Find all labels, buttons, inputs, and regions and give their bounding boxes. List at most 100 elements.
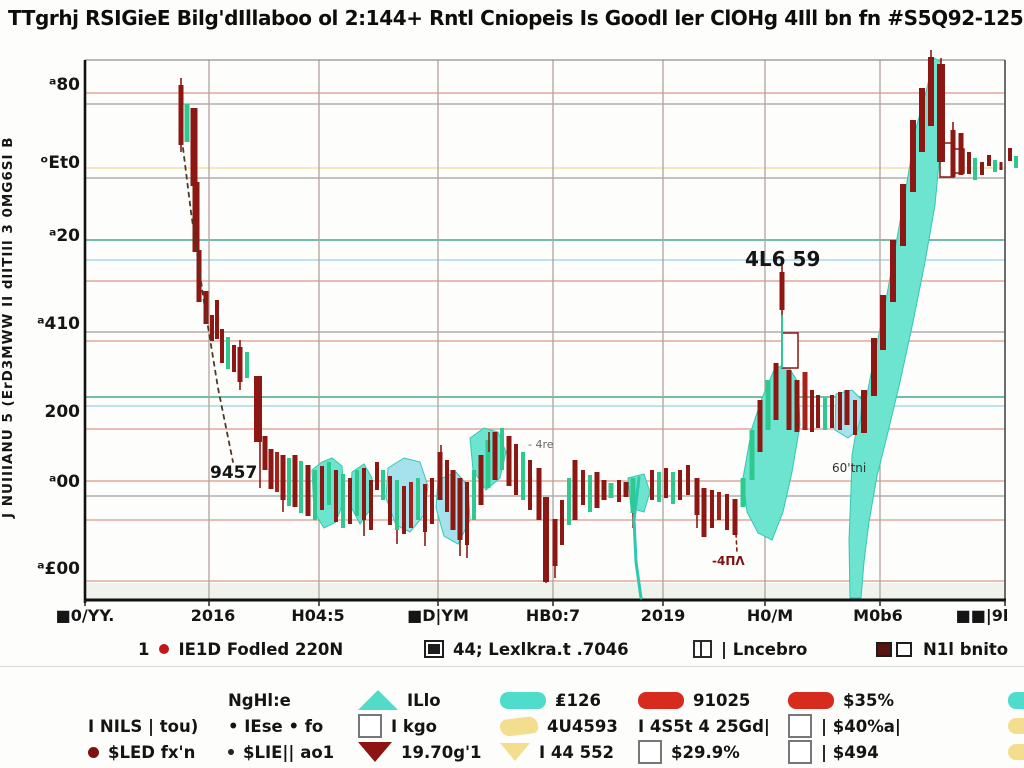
candle <box>457 478 463 540</box>
legend-cell-label: 91025 <box>693 690 751 710</box>
swatch-cyan-icon <box>500 691 546 709</box>
candle <box>900 184 906 246</box>
candle <box>327 462 331 505</box>
candle <box>786 370 792 430</box>
candle <box>910 120 916 192</box>
candle <box>536 468 542 520</box>
legend-cell-label: I NILS | tou) <box>88 716 199 736</box>
legend-cell: $LED fx'n <box>88 740 195 764</box>
sq-outline-icon <box>358 714 382 738</box>
legend-cell-label: $29.9% <box>671 742 740 762</box>
candle <box>210 315 214 341</box>
legend-cell: 19.70g'1 <box>358 740 482 764</box>
candle <box>334 470 338 522</box>
bottom-strip <box>85 583 1005 600</box>
candle <box>506 436 512 486</box>
candle <box>678 470 682 500</box>
candle <box>671 472 675 504</box>
cyan-area <box>385 457 429 533</box>
candle <box>528 460 532 510</box>
y-tick-label: ᵃ80 <box>48 75 80 95</box>
candle <box>220 329 224 363</box>
x-tick-label: 2019 <box>640 606 686 625</box>
candle <box>853 400 857 435</box>
candle <box>861 390 867 433</box>
chart-annotation: 4L6 59 <box>745 247 820 271</box>
grid-double-icon <box>876 641 914 657</box>
candle <box>950 130 956 177</box>
legend-cell: $35% <box>788 688 894 712</box>
candle <box>388 476 392 525</box>
candle <box>465 482 469 545</box>
tri-down-maroon-icon <box>358 742 392 762</box>
candle <box>958 133 964 175</box>
legend-cell: I NILS | tou) <box>88 714 198 738</box>
candle <box>416 478 420 520</box>
chart-annotation: -4ΠΛ <box>712 554 745 568</box>
candle <box>816 395 820 428</box>
candle <box>521 452 525 500</box>
candle <box>725 494 729 530</box>
candle <box>650 470 654 500</box>
candle <box>594 472 600 508</box>
candle <box>215 300 219 339</box>
cyan-area <box>742 362 801 541</box>
candle <box>623 482 629 497</box>
legend-cell: | $494 <box>788 740 879 764</box>
tri-up-cyan-icon <box>358 690 398 710</box>
legend-row-item: | Lncebro <box>693 636 807 662</box>
candle <box>928 57 934 126</box>
candle <box>967 152 971 174</box>
candle <box>254 376 262 442</box>
x-tick-label: M0b6 <box>853 606 903 625</box>
legend-cell: NgHl:e <box>228 688 291 712</box>
y-tick-label: ᵃ410 <box>36 314 80 334</box>
blob-yellow-icon <box>499 715 539 737</box>
candle <box>305 465 311 516</box>
candle <box>437 452 443 500</box>
y-tick-label: ᵒEt0 <box>40 153 80 173</box>
candle <box>232 345 236 372</box>
legend-cell <box>1008 740 1024 764</box>
dot-darkred-icon <box>88 746 99 758</box>
swatch-cyan-icon <box>1008 691 1024 709</box>
candle <box>572 460 578 520</box>
candle <box>292 455 298 507</box>
candle <box>262 436 268 470</box>
candle <box>375 462 379 490</box>
candle <box>601 480 607 500</box>
candle <box>701 488 707 537</box>
candle <box>732 499 738 535</box>
legend-cell: I kgo <box>358 714 437 738</box>
chart-title: TTgrhj RSIGieE Bilg'dIllaboo ol 2:144+ R… <box>8 6 1024 30</box>
candle <box>810 390 814 432</box>
candle <box>694 478 700 515</box>
legend-row-label: N1l bnito <box>923 639 1009 659</box>
candle <box>880 295 886 350</box>
candle <box>630 478 636 513</box>
candle <box>757 400 763 452</box>
candle <box>299 461 303 513</box>
candle <box>184 104 190 142</box>
chart-annotation: 60'tni <box>832 461 866 475</box>
legend-row-item: N1l bnito <box>876 636 1008 662</box>
candle <box>203 291 209 324</box>
candle <box>395 480 399 530</box>
chart-annotation: - 4re <box>528 438 554 451</box>
candle <box>779 272 785 310</box>
candle <box>773 363 779 420</box>
legend-cell-label: I 44 552 <box>539 742 615 762</box>
candle <box>838 392 842 430</box>
legend-cell <box>1008 714 1024 738</box>
swatch-yellow-icon <box>1008 744 1024 760</box>
legend-cell-label: • IEse • fo <box>228 716 324 736</box>
x-tick-label: H04:5 <box>291 606 345 625</box>
legend-cell-label: ILlo <box>407 690 441 710</box>
x-tick-label: HB0:7 <box>525 606 581 625</box>
sq-outline-icon <box>788 740 812 764</box>
legend-cell: 4U4593 <box>499 714 618 738</box>
grid-dark-icon <box>424 640 444 658</box>
legend-cell: ILlo <box>358 688 441 712</box>
legend-cell-label: $35% <box>843 690 894 710</box>
